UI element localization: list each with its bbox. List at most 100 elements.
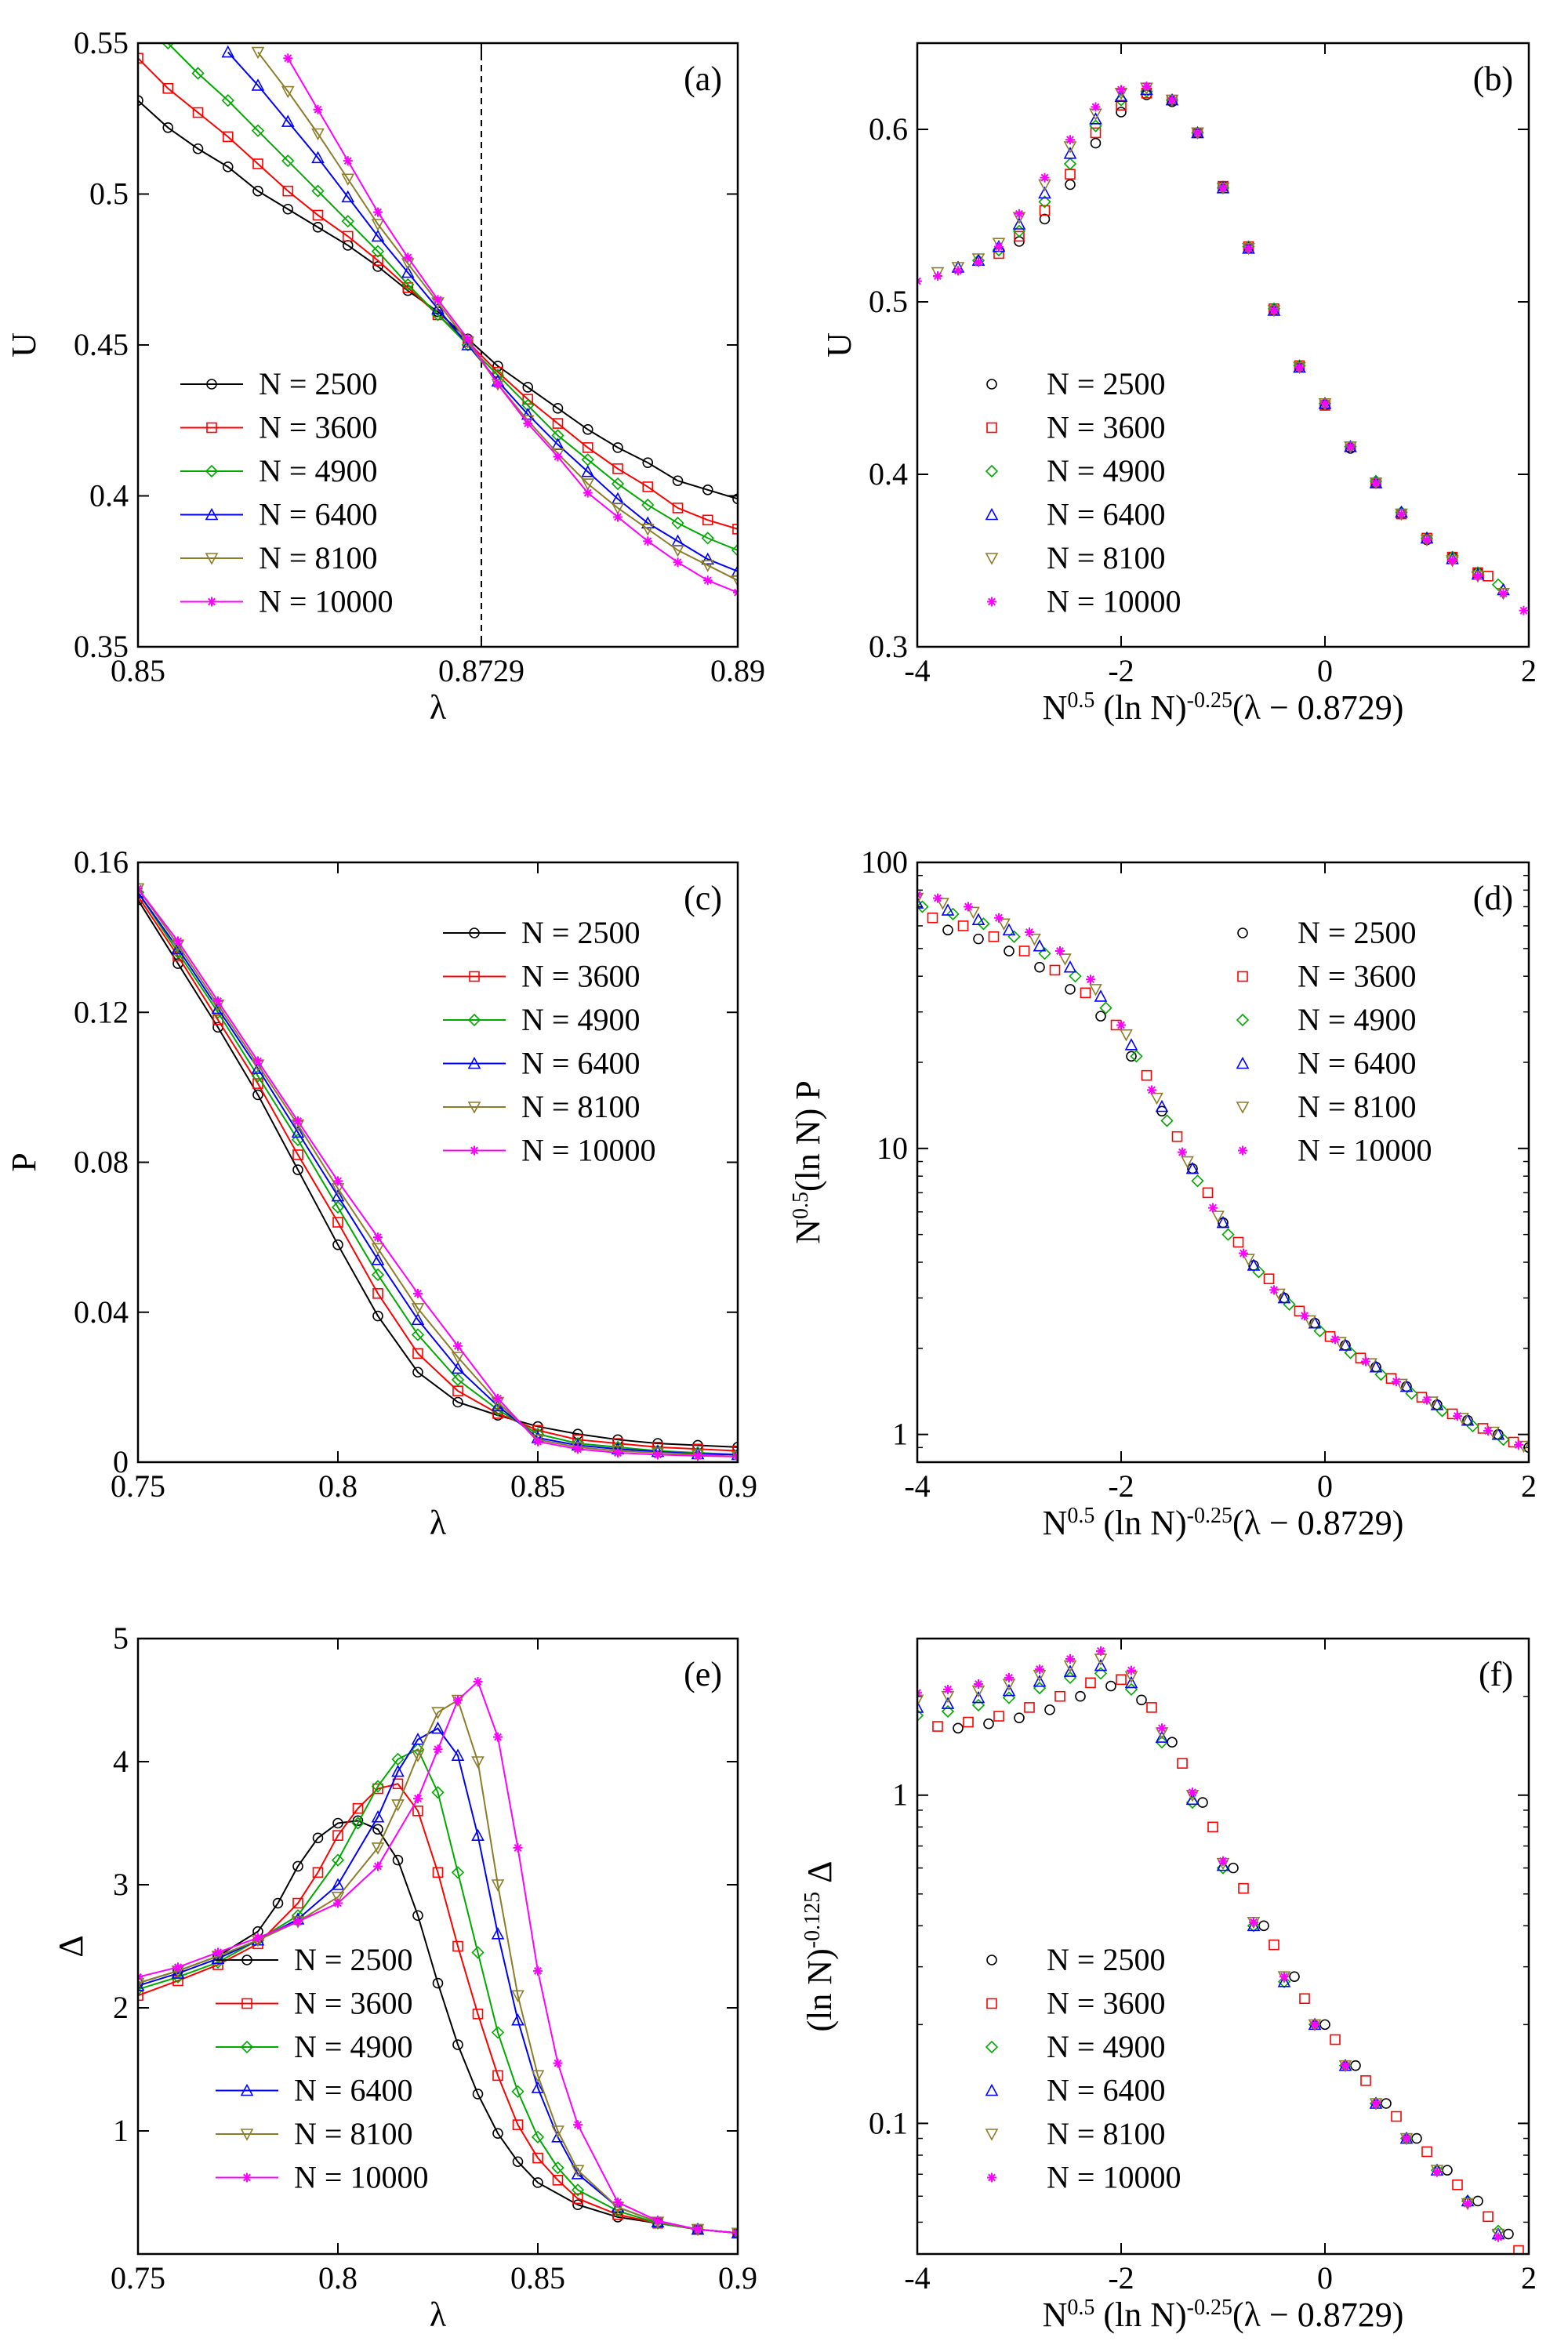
x-axis-label: λ [430, 1504, 447, 1542]
data-point-N6400 [401, 265, 415, 278]
data-point-N10000 [1127, 1665, 1136, 1675]
data-point-N4900 [731, 543, 738, 557]
legend-marker-N2500 [469, 927, 480, 938]
data-point-N6400 [701, 552, 715, 565]
data-point-N6400 [581, 465, 595, 477]
data-point-N8100 [471, 1756, 485, 1769]
legend-label-N4900: N = 4900 [521, 1002, 640, 1037]
legend-marker-N10000 [987, 597, 996, 607]
data-point-N8100 [341, 173, 355, 186]
data-point-N4900 [1099, 1001, 1112, 1014]
data-point-N3600 [432, 1867, 444, 1878]
data-point-N10000 [433, 1744, 443, 1755]
data-point-N4900 [671, 517, 684, 530]
data-point-N3600 [927, 912, 938, 924]
legend: N = 2500 N = 3600 N = 4900 N = 6400 N = 8100… [443, 915, 655, 1168]
legend-marker-N4900 [467, 1013, 481, 1027]
x-tick-label: 0 [1317, 1468, 1333, 1504]
data-point-N8100 [531, 2070, 545, 2083]
data-point-N6400 [1002, 1683, 1016, 1697]
data-point-N8100 [281, 85, 295, 99]
data-point-N8100 [551, 2125, 564, 2138]
data-point-N10000 [1249, 1917, 1258, 1927]
y-tick-label: 5 [113, 1621, 129, 1656]
data-point-N3600 [192, 107, 204, 118]
x-axis-label: N0.5 (ln N)-0.25(λ − 0.8729) [1043, 2296, 1404, 2335]
data-point-N10000 [1208, 1203, 1218, 1213]
plot-frame [916, 861, 1530, 1464]
panel-c: 0.75 0.8 0.85 0.9 0 0.04 0.08 0.12 0.16 (c) λ P N = … [5, 844, 757, 1542]
data-point-N2500 [282, 203, 294, 215]
x-tick-label: 0.75 [111, 2260, 165, 2296]
series-line-N8100 [138, 887, 738, 1457]
data-point-N3600 [963, 1716, 974, 1728]
legend-label-N8100: N = 8100 [1047, 540, 1165, 575]
data-point-N6400 [138, 1979, 145, 1991]
panel-f: -4 -2 0 2 0.1 1 (f) N0.5 (ln N)-0.25(λ − 0.8729… [800, 1637, 1537, 2335]
data-point-N6400 [471, 1828, 485, 1841]
data-point-N4900 [251, 124, 265, 137]
data-point-N3600 [332, 1830, 343, 1841]
data-point-N4900 [351, 1817, 365, 1830]
data-point-N2500 [512, 2156, 524, 2168]
data-point-N4900 [411, 1328, 425, 1341]
y-tick-label: 2 [113, 1990, 129, 2025]
data-point-N2500 [372, 1824, 383, 1835]
data-point-N10000 [553, 2058, 563, 2068]
data-point-N10000 [403, 252, 413, 263]
data-area [917, 890, 1529, 1454]
legend-label-N8100: N = 8100 [1047, 2116, 1165, 2151]
data-point-N10000 [463, 334, 473, 344]
data-point-N6400 [411, 1733, 425, 1745]
legend-marker-N10000 [987, 2172, 996, 2183]
data-point-N3600 [572, 2193, 583, 2205]
data-point-N8100 [1028, 933, 1041, 946]
data-point-N10000 [253, 1056, 263, 1066]
data-point-N2500 [452, 1396, 463, 1408]
data-point-N2500 [582, 423, 593, 435]
data-point-N4900 [391, 1752, 405, 1766]
data-point-N10000 [283, 53, 293, 64]
data-point-N2500 [983, 1718, 994, 1730]
data-point-N10000 [1483, 1425, 1493, 1436]
x-axis-label: λ [430, 2296, 447, 2334]
data-point-N3600 [1146, 1702, 1157, 1713]
data-point-N10000 [1269, 1285, 1279, 1295]
data-point-N4900 [701, 532, 714, 545]
data-point-N10000 [1167, 95, 1177, 105]
data-point-N10000 [1218, 1856, 1228, 1866]
panel-tag: (d) [1473, 879, 1513, 917]
data-point-N6400 [1277, 1290, 1291, 1304]
legend-marker-N2500 [241, 1955, 252, 1965]
data-point-N6400 [1038, 186, 1051, 199]
data-point-N10000 [933, 893, 942, 903]
data-point-N6400 [451, 1748, 465, 1761]
data-point-N10000 [1519, 605, 1529, 615]
data-point-N6400 [411, 1312, 425, 1326]
y-tick-label: 100 [861, 844, 908, 880]
x-tick-label: -4 [904, 653, 930, 688]
data-point-N4900 [531, 2130, 545, 2143]
legend-label-N10000: N = 10000 [1047, 2160, 1181, 2195]
legend-marker-N10000 [242, 2172, 252, 2183]
data-point-N3600 [1171, 1131, 1183, 1142]
data-point-N3600 [1269, 1939, 1279, 1951]
legend-label-N2500: N = 2500 [1047, 1942, 1165, 1977]
data-point-N6400 [1277, 1975, 1291, 1987]
y-tick-label: 0.08 [74, 1145, 129, 1180]
data-point-N3600 [932, 1721, 943, 1732]
legend-marker-N2500 [986, 379, 997, 390]
y-tick-label: 10 [877, 1131, 908, 1166]
data-point-N2500 [732, 493, 738, 505]
y-tick-label: 0.04 [74, 1294, 129, 1330]
legend-label-N6400: N = 6400 [1047, 497, 1165, 532]
data-point-N4900 [1221, 1228, 1235, 1241]
data-point-N3600 [138, 1990, 143, 2002]
data-point-N10000 [1310, 2020, 1319, 2030]
data-point-N2500 [1523, 1442, 1529, 1454]
legend-label-N10000: N = 10000 [1298, 1133, 1432, 1168]
data-point-N2500 [412, 1367, 423, 1378]
data-point-N8100 [1430, 2165, 1444, 2177]
data-point-N10000 [1279, 1972, 1289, 1982]
data-point-N10000 [1147, 1085, 1156, 1095]
